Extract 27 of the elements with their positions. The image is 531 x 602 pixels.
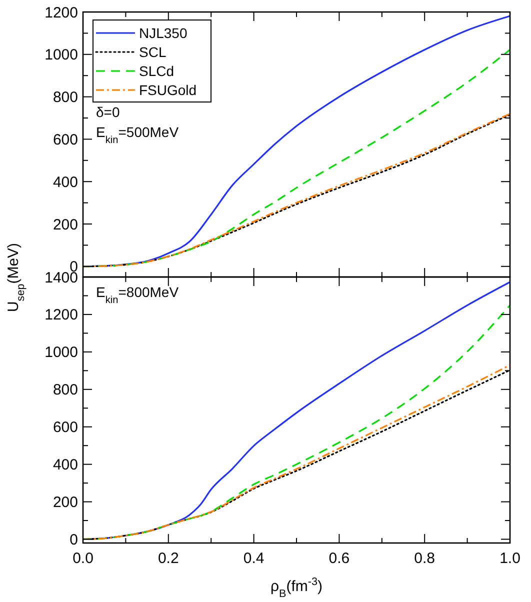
x-tick-label: 0.4 [243,550,264,567]
annotation: E$_{kin}$=500MeV [96,124,180,146]
y-tick-label: 1000 [44,344,78,362]
y-tick-label: 400 [52,174,78,191]
x-axis-title: ρ$_{B}$(fm$^{-3}$) [270,576,323,600]
legend-label: FSUGold [139,82,197,98]
annotation: E$_{kin}$=800MeV [96,284,180,306]
y-tick-label: 0 [70,532,78,549]
legend-label: NJL350 [139,24,188,41]
x-tick-label: 0.2 [158,550,179,567]
y-tick-label: 1000 [44,46,78,64]
legend-label: SLCd [139,62,174,79]
y-tick-label: 1200 [44,4,78,22]
y-tick-label: 200 [52,216,78,234]
legend-label: SCL [139,44,166,60]
y-tick-label: 800 [52,382,78,399]
x-tick-label: 0.0 [72,550,94,567]
x-tick-label: 0.8 [414,550,436,567]
y-tick-label: 400 [52,456,78,474]
y-tick-label: 600 [52,419,78,436]
y-tick-label: 800 [52,89,78,106]
annotation: δ=0 [96,104,120,120]
y-tick-label: 600 [52,131,78,148]
y-tick-label: 1200 [44,306,78,324]
x-tick-label: 0.6 [328,550,350,567]
x-tick-label: 1.0 [500,550,520,567]
y-tick-label: 200 [52,494,78,512]
